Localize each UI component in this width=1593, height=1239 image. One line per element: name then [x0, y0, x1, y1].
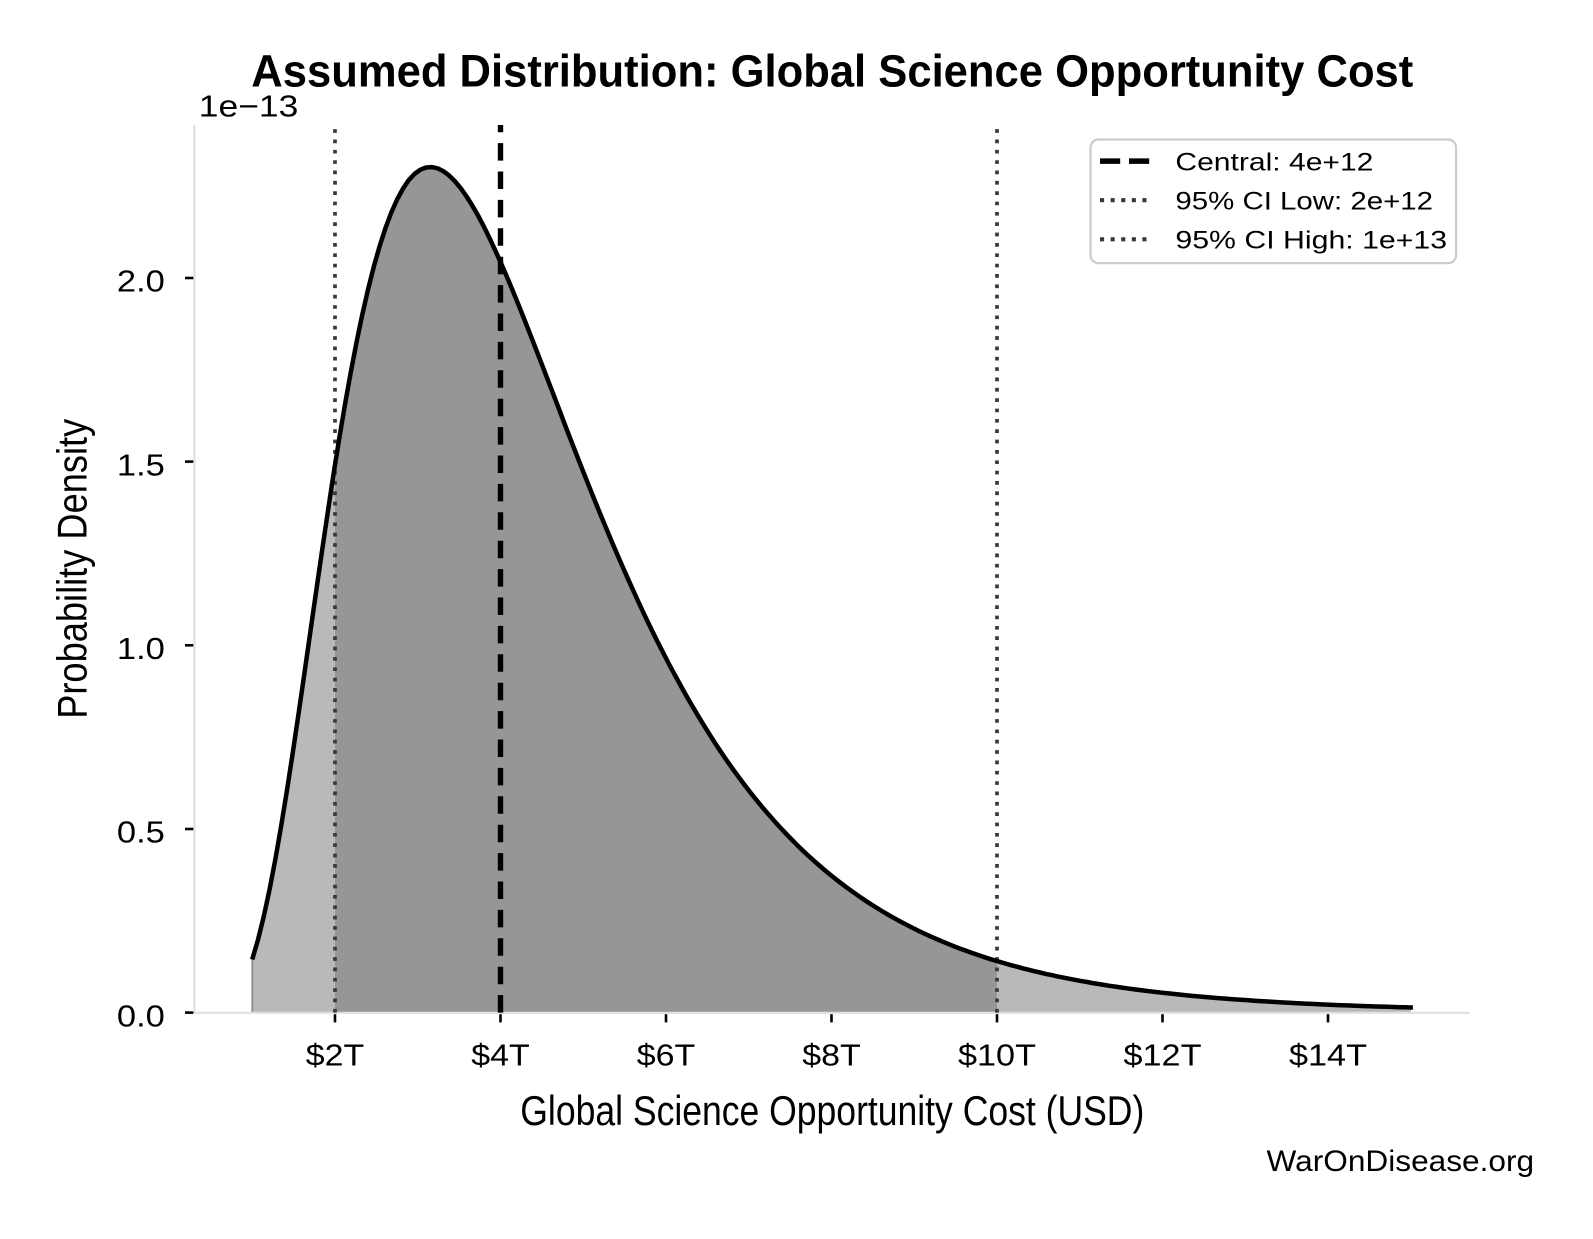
svg-text:$6T: $6T	[637, 1038, 696, 1073]
svg-text:$14T: $14T	[1289, 1038, 1367, 1073]
svg-text:95% CI Low: 2e+12: 95% CI Low: 2e+12	[1175, 188, 1433, 216]
svg-text:$8T: $8T	[802, 1038, 861, 1073]
svg-text:1.0: 1.0	[117, 631, 165, 666]
svg-text:Global Science Opportunity Cos: Global Science Opportunity Cost (USD)	[520, 1087, 1144, 1134]
svg-text:2.0: 2.0	[117, 264, 165, 299]
svg-text:$10T: $10T	[958, 1038, 1036, 1073]
svg-text:0.5: 0.5	[117, 815, 165, 850]
svg-text:WarOnDisease.org: WarOnDisease.org	[1267, 1145, 1535, 1178]
svg-text:Central: 4e+12: Central: 4e+12	[1175, 148, 1373, 176]
svg-text:0.0: 0.0	[117, 998, 165, 1033]
svg-text:Assumed Distribution: Global S: Assumed Distribution: Global Science Opp…	[251, 45, 1413, 96]
svg-text:Probability Density: Probability Density	[48, 419, 95, 719]
svg-text:95% CI High: 1e+13: 95% CI High: 1e+13	[1175, 227, 1447, 255]
svg-text:$2T: $2T	[306, 1038, 365, 1073]
svg-text:$12T: $12T	[1124, 1038, 1202, 1073]
svg-text:1e−13: 1e−13	[199, 90, 298, 124]
svg-text:1.5: 1.5	[117, 447, 165, 482]
svg-text:$4T: $4T	[471, 1038, 530, 1073]
